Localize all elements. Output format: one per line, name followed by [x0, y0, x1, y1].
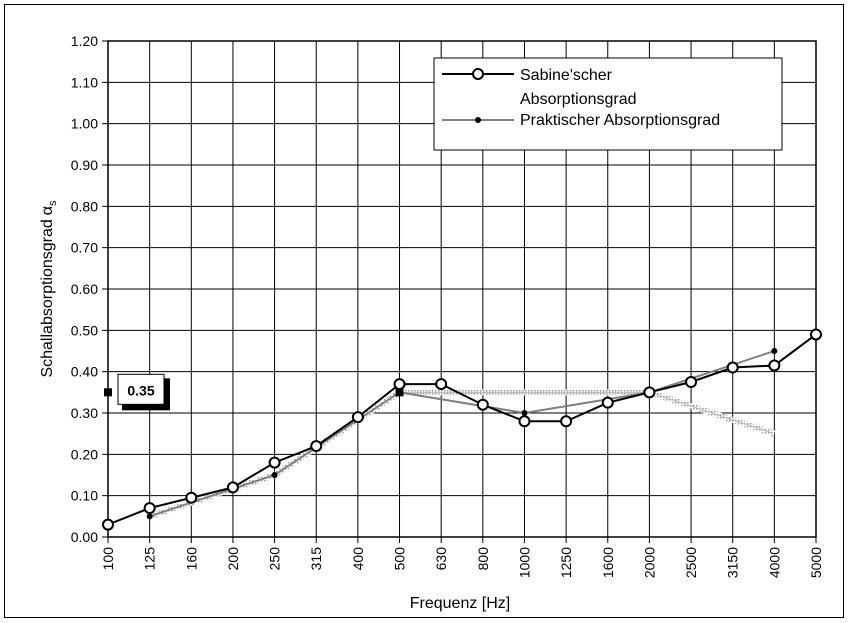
series-sabine-point: [476, 398, 489, 411]
series-sabine-point: [560, 415, 573, 428]
x-tick-label: 1600: [600, 547, 616, 578]
series-praktisch-point: [146, 513, 153, 520]
x-tick-label: 500: [392, 547, 408, 571]
x-tick-label: 250: [267, 547, 283, 571]
y-tick-label: 0.30: [71, 405, 98, 421]
y-axis-ticks: 0.00 0.10 0.20 0.30 0.40 0.50 0.60 0.70 0.80 0.90…: [71, 33, 108, 545]
series-sabine-point: [268, 456, 281, 469]
y-tick-label: 1.10: [71, 74, 98, 90]
y-tick-label: 0.60: [71, 281, 98, 297]
series-sabine-point: [143, 502, 156, 515]
legend-praktisch-marker: [475, 117, 481, 123]
series-sabine-point: [601, 396, 614, 409]
x-tick-label: 630: [433, 547, 449, 571]
series-sabine-line: [107, 333, 817, 526]
x-tick-label: 160: [183, 547, 199, 571]
callout-box: [117, 373, 165, 405]
callout-axis-marker: [104, 388, 112, 397]
x-tick-label: 800: [475, 547, 491, 571]
series-sabine-point: [726, 361, 739, 374]
x-tick-label: 2000: [641, 547, 657, 578]
x-tick-label: 3150: [725, 547, 741, 578]
y-tick-label: 0.90: [71, 157, 98, 173]
y-tick-label: 0.80: [71, 198, 98, 214]
series-sabine-point: [643, 386, 656, 399]
series-praktisch-point: [521, 410, 528, 416]
x-tick-label: 400: [350, 547, 366, 571]
y-tick-label: 0.00: [71, 529, 98, 545]
series: [102, 328, 822, 531]
y-tick-label: 0.20: [71, 446, 98, 462]
series-sabine-point: [351, 411, 364, 424]
reference-value-marker: [395, 388, 404, 397]
x-tick-label: 100: [100, 547, 116, 571]
series-sabine-point: [518, 415, 531, 428]
y-axis-label: Schallabsorptionsgrad αs: [39, 200, 59, 378]
series-sabine-point: [393, 378, 406, 391]
x-tick-label: 125: [142, 547, 158, 571]
x-axis-ticks: 100 125 160 200 250 315 400 500 630 800 1000 1250 16…: [100, 537, 824, 578]
x-axis-label: Frequenz [Hz]: [410, 595, 510, 612]
y-tick-label: 0.70: [71, 240, 98, 256]
series-sabine-point: [102, 518, 114, 531]
x-tick-label: 200: [225, 547, 241, 571]
x-tick-label: 1250: [558, 547, 574, 578]
y-tick-label: 0.50: [71, 322, 98, 338]
legend-sabine-label-1: Sabine'scher: [520, 67, 613, 84]
x-tick-label: 5000: [808, 547, 824, 578]
series-sabine-point: [226, 481, 239, 494]
y-tick-label: 1.20: [71, 33, 98, 49]
series-praktisch-point: [271, 472, 278, 478]
legend-sabine-label-2: Absorptionsgrad: [520, 91, 637, 108]
value-callout: 0.35: [104, 373, 170, 411]
series-sabine-point: [310, 440, 323, 453]
legend-sabine-marker: [472, 68, 484, 80]
series-sabine-point: [810, 328, 822, 341]
series-sabine-point: [435, 378, 448, 391]
x-tick-label: 315: [308, 547, 324, 571]
y-tick-label: 1.00: [71, 116, 98, 132]
y-axis-subscript: s: [47, 200, 59, 206]
y-axis-symbol: α: [39, 206, 56, 215]
y-tick-label: 0.10: [71, 488, 98, 504]
series-praktisch-line: [149, 350, 775, 518]
x-tick-label: 1000: [516, 547, 532, 578]
x-tick-label: 4000: [766, 547, 782, 578]
series-praktisch-point: [771, 348, 778, 354]
legend-praktisch-label: Praktischer Absorptionsgrad: [520, 112, 720, 129]
y-axis-label-text: Schallabsorptionsgrad: [39, 219, 56, 377]
series-sabine-point: [685, 376, 698, 388]
y-tick-label: 0.40: [71, 364, 98, 380]
x-tick-label: 2500: [683, 547, 699, 578]
series-sabine-point: [768, 359, 781, 372]
callout-label: 0.35: [127, 382, 154, 398]
series-sabine-point: [185, 491, 198, 504]
legend: Sabine'scher Absorptionsgrad Praktischer A…: [433, 57, 783, 151]
